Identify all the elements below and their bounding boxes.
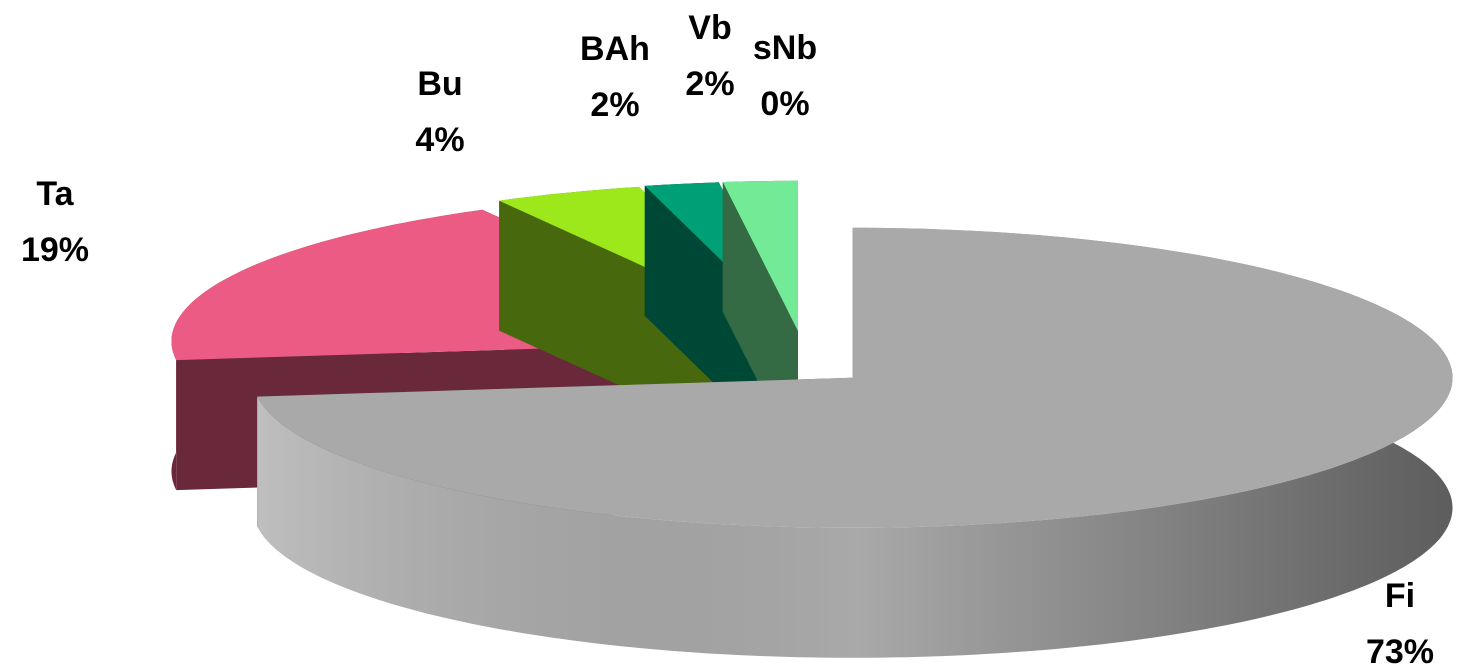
data-label-name: Ta [36, 175, 74, 213]
slice [257, 227, 1453, 528]
data-label-value: 2% [590, 86, 639, 124]
data-label-value: 4% [415, 121, 464, 159]
data-label-name: Vb [688, 9, 731, 47]
data-label-name: BAh [580, 30, 650, 68]
data-label-name: Fi [1385, 577, 1415, 615]
data-label-value: 19% [21, 231, 89, 269]
data-label-name: Bu [417, 65, 462, 103]
data-label-value: 2% [685, 65, 734, 103]
slice [722, 180, 798, 331]
data-label-name: sNb [753, 29, 817, 67]
data-label-value: 73% [1366, 633, 1434, 671]
data-label-value: 0% [760, 85, 809, 123]
